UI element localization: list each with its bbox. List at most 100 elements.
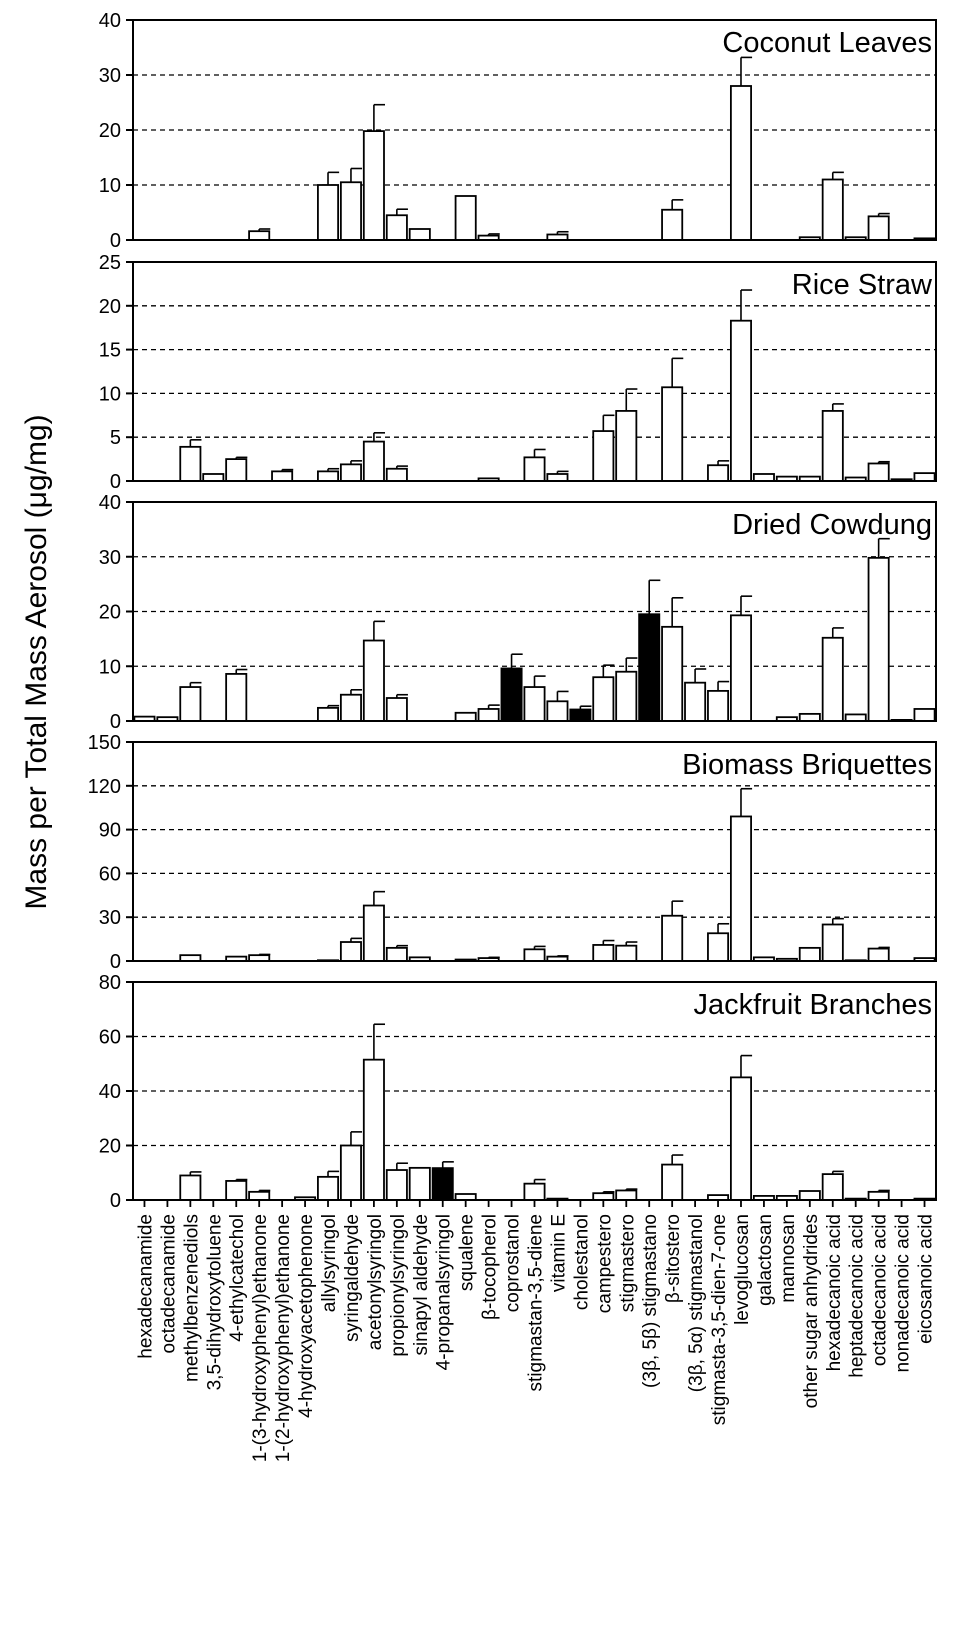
- y-tick-label: 60: [99, 863, 121, 885]
- y-tick-label: 120: [88, 776, 121, 798]
- x-tick-label: syringaldehyde: [342, 1214, 363, 1342]
- bar: [339, 941, 362, 962]
- bar: [225, 458, 248, 482]
- bar: [707, 932, 730, 962]
- bar: [821, 410, 844, 482]
- plot-frame: [132, 741, 937, 962]
- y-tick-label: 10: [99, 175, 121, 197]
- x-tick-label: (3β, 5α) stigmastanol: [686, 1214, 707, 1392]
- x-tick-label: 4-propanalsyringol: [434, 1214, 455, 1370]
- bar: [225, 1180, 248, 1201]
- bar: [317, 470, 340, 482]
- panel-title: Dried Cowdung: [732, 509, 932, 541]
- bar: [592, 430, 615, 482]
- y-tick-label: 40: [99, 492, 121, 514]
- chart-panel: 0 10 20 30 40 Dried Cowdung: [99, 492, 937, 733]
- panel-title: Coconut Leaves: [722, 27, 932, 59]
- bar: [362, 440, 385, 482]
- x-tick-label: acetonylsyringol: [365, 1214, 386, 1350]
- x-tick-label: hexadecanoic acid: [824, 1214, 845, 1371]
- bar: [362, 130, 385, 241]
- x-tick-label: nonadecanoic acid: [893, 1214, 914, 1372]
- bar: [339, 1144, 362, 1201]
- bar: [684, 681, 707, 722]
- x-tick-label: hexadecanamide: [135, 1214, 156, 1359]
- bar: [408, 228, 431, 241]
- x-tick-label: squalene: [457, 1214, 478, 1291]
- y-tick-label: 20: [99, 120, 121, 142]
- bar: [729, 319, 752, 482]
- chart-panels: 0 10 20 30 40 Coconut Leaves 0 5 10 15 20 25 Rice St…: [88, 10, 937, 1212]
- x-tick-label: cholestanol: [571, 1214, 592, 1310]
- x-tick-label: 4-hydroxyacetophenone: [296, 1214, 317, 1418]
- y-tick-label: 0: [110, 1190, 121, 1212]
- y-tick-label: 0: [110, 471, 121, 493]
- x-axis-tick-labels: hexadecanamide octadecanamide methylbenzen…: [135, 1200, 937, 1462]
- bar: [546, 700, 569, 722]
- panel-title: Jackfruit Branches: [693, 989, 932, 1021]
- y-tick-label: 30: [99, 547, 121, 569]
- bar: [385, 214, 408, 241]
- bar: [362, 904, 385, 962]
- bar: [913, 708, 936, 722]
- bar: [179, 445, 202, 482]
- bar: [638, 613, 661, 722]
- bar: [569, 708, 592, 722]
- bar: [729, 815, 752, 962]
- plot-frame: [132, 501, 937, 722]
- bar: [202, 473, 225, 482]
- bar: [752, 473, 775, 482]
- x-tick-label: stigmastan-3,5-diene: [526, 1214, 547, 1391]
- bar: [867, 947, 890, 962]
- x-tick-label: β-sitostero: [663, 1214, 684, 1303]
- bar: [362, 1058, 385, 1201]
- bar: [707, 689, 730, 722]
- y-tick-label: 0: [110, 230, 121, 252]
- chart-panel: 0 30 60 90 120 150 Biomass Briquettes: [88, 732, 937, 973]
- x-tick-label: octadecanamide: [158, 1214, 179, 1353]
- bar: [592, 676, 615, 722]
- x-tick-label: galactosan: [755, 1214, 776, 1306]
- bar: [798, 1190, 821, 1201]
- panel-title: Rice Straw: [792, 269, 933, 301]
- bar: [821, 1173, 844, 1201]
- x-tick-label: methylbenzenediols: [181, 1214, 202, 1382]
- y-tick-label: 80: [99, 972, 121, 994]
- x-tick-label: allylsyringol: [319, 1214, 340, 1312]
- bar: [661, 208, 684, 241]
- x-tick-label: octadecanoic acid: [870, 1214, 891, 1366]
- bar: [408, 1166, 431, 1201]
- x-tick-label: sinapyl aldehyde: [411, 1214, 432, 1356]
- bar: [798, 712, 821, 722]
- bar: [615, 1189, 638, 1201]
- bar: [913, 472, 936, 482]
- x-tick-label: mannosan: [778, 1214, 799, 1303]
- y-tick-label: 5: [110, 427, 121, 449]
- bar: [179, 686, 202, 722]
- chart-panel: 0 20 40 60 80 Jackfruit Branches: [99, 972, 937, 1212]
- bar: [729, 85, 752, 241]
- bar: [431, 1167, 454, 1201]
- bar: [661, 625, 684, 722]
- x-tick-label: levoglucosan: [732, 1214, 753, 1325]
- x-tick-label: (3β, 5β) stigmastano: [640, 1214, 661, 1388]
- bar: [271, 470, 294, 482]
- x-tick-label: vitamin E: [548, 1214, 569, 1292]
- bar: [821, 178, 844, 241]
- x-tick-label: stigmastero: [617, 1214, 638, 1312]
- bar: [523, 948, 546, 962]
- bar: [707, 464, 730, 482]
- bar: [867, 462, 890, 482]
- x-tick-label: eicosanoic acid: [916, 1214, 937, 1344]
- bar: [546, 473, 569, 482]
- y-tick-label: 40: [99, 10, 121, 32]
- x-tick-label: 1-(2-hydroxyphenyl)ethanone: [273, 1214, 294, 1462]
- y-tick-label: 0: [110, 951, 121, 973]
- y-tick-label: 15: [99, 340, 121, 362]
- bar: [385, 697, 408, 722]
- y-tick-label: 40: [99, 1081, 121, 1103]
- bar: [385, 467, 408, 482]
- bar: [339, 693, 362, 722]
